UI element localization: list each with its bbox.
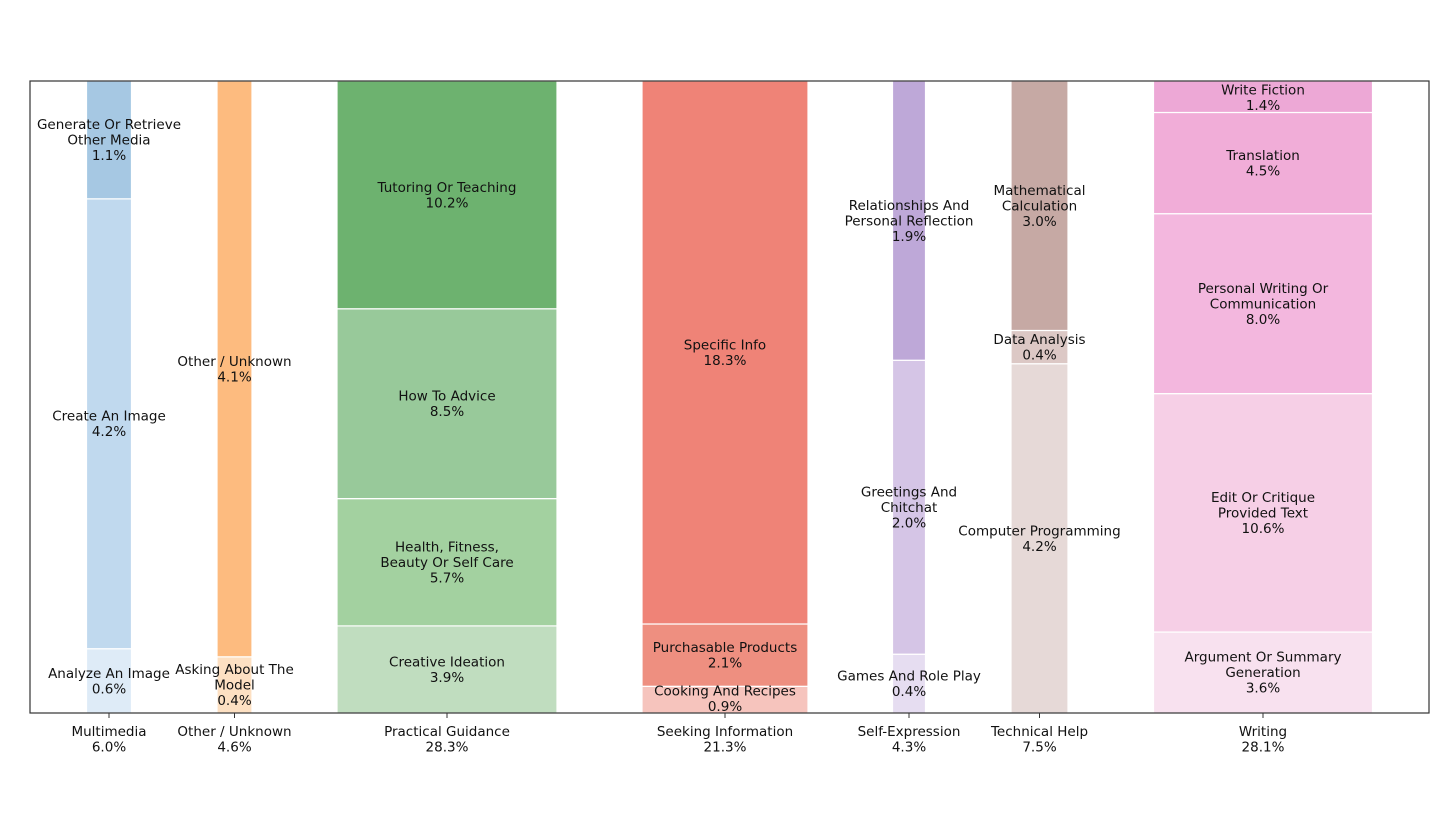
bar-segment-writing-argument-or-summary-generation	[1152, 631, 1374, 714]
segment-label-practical-guidance-how-to-advice: How To Advice 8.5%	[398, 389, 495, 421]
bars-layer	[85, 80, 1374, 714]
segment-label-practical-guidance-health-fitness-beauty-or-self-care: Health, Fitness, Beauty Or Self Care 5.7%	[380, 539, 513, 586]
segment-labels-layer: Analyze An Image 0.6% Create An Image 4.2% G…	[37, 82, 1342, 715]
segment-label-writing-personal-writing-or-communication: Personal Writing Or Communication 8.0%	[1198, 281, 1329, 328]
segment-label-multimedia-analyze-an-image: Analyze An Image 0.6%	[48, 666, 170, 698]
plot-frame	[29, 80, 1430, 714]
bar-segment-seeking-information-cooking-and-recipes	[641, 685, 809, 714]
segment-label-self-expression-games-and-role-play: Games And Role Play 0.4%	[837, 669, 981, 701]
segment-label-other-unknown-other-unknown: Other / Unknown 4.1%	[177, 354, 291, 386]
segment-label-multimedia-generate-or-retrieve-other-media: Generate Or Retrieve Other Media 1.1%	[37, 117, 181, 164]
x-tick-label-self-expression: Self-Expression 4.3%	[858, 724, 961, 756]
bar-segment-multimedia-create-an-image	[85, 198, 133, 650]
bar-segment-practical-guidance-creative-ideation	[336, 625, 558, 714]
bar-segment-practical-guidance-health-fitness-beauty-or-self-care	[336, 498, 558, 627]
segment-label-writing-edit-or-critique-provided-text: Edit Or Critique Provided Text 10.6%	[1211, 490, 1315, 537]
segment-label-self-expression-relationships-and-personal-reflection: Relationships And Personal Reflection 1.9%	[845, 198, 974, 245]
bar-segment-practical-guidance-tutoring-or-teaching	[336, 80, 558, 310]
segment-label-technical-help-mathematical-calculation: Mathematical Calculation 3.0%	[994, 183, 1086, 230]
x-tick-label-practical-guidance: Practical Guidance 28.3%	[384, 724, 510, 756]
x-tick-label-other-unknown: Other / Unknown 4.6%	[177, 724, 291, 756]
x-tick-label-seeking-information: Seeking Information 21.3%	[657, 724, 793, 756]
bar-segment-seeking-information-specific-info	[641, 80, 809, 625]
bar-segment-writing-edit-or-critique-provided-text	[1152, 393, 1374, 633]
bar-segment-technical-help-data-analysis	[1010, 329, 1069, 365]
bar-segment-technical-help-computer-programming	[1010, 363, 1069, 714]
segment-label-technical-help-computer-programming: Computer Programming 4.2%	[958, 523, 1120, 555]
segment-label-writing-argument-or-summary-generation: Argument Or Summary Generation 3.6%	[1185, 650, 1342, 697]
segment-label-self-expression-greetings-and-chitchat: Greetings And Chitchat 2.0%	[861, 484, 957, 531]
segment-label-practical-guidance-tutoring-or-teaching: Tutoring Or Teaching 10.2%	[377, 180, 517, 212]
segment-label-practical-guidance-creative-ideation: Creative Ideation 3.9%	[389, 654, 505, 686]
segment-label-seeking-information-cooking-and-recipes: Cooking And Recipes 0.9%	[654, 683, 796, 715]
bar-segment-writing-personal-writing-or-communication	[1152, 213, 1374, 395]
bar-segment-writing-write-fiction	[1152, 80, 1374, 114]
bar-segment-technical-help-mathematical-calculation	[1010, 80, 1069, 332]
x-tick-label-technical-help: Technical Help 7.5%	[990, 724, 1088, 756]
bar-segment-other-unknown-asking-about-the-model	[216, 656, 253, 714]
bar-segment-other-unknown-other-unknown	[216, 80, 253, 658]
segment-label-seeking-information-specific-info: Specific Info 18.3%	[684, 337, 766, 369]
bar-segment-self-expression-relationships-and-personal-reflection	[891, 80, 927, 361]
segment-label-technical-help-data-analysis: Data Analysis 0.4%	[993, 332, 1085, 364]
x-tick-label-multimedia: Multimedia 6.0%	[71, 724, 146, 756]
bar-segment-practical-guidance-how-to-advice	[336, 308, 558, 500]
x-tick-label-writing: Writing 28.1%	[1239, 724, 1287, 756]
x-labels-layer: Multimedia 6.0% Other / Unknown 4.6% Practic…	[71, 724, 1287, 756]
segment-label-writing-translation: Translation 4.5%	[1225, 148, 1300, 180]
x-ticks-layer	[108, 713, 1264, 718]
bar-segment-multimedia-analyze-an-image	[85, 648, 133, 714]
segment-label-other-unknown-asking-about-the-model: Asking About The Model 0.4%	[175, 662, 294, 709]
segment-label-seeking-information-purchasable-products: Purchasable Products 2.1%	[653, 640, 797, 672]
segment-label-writing-write-fiction: Write Fiction 1.4%	[1221, 82, 1305, 114]
bar-segment-seeking-information-purchasable-products	[641, 623, 809, 687]
segment-label-multimedia-create-an-image: Create An Image 4.2%	[52, 409, 166, 441]
